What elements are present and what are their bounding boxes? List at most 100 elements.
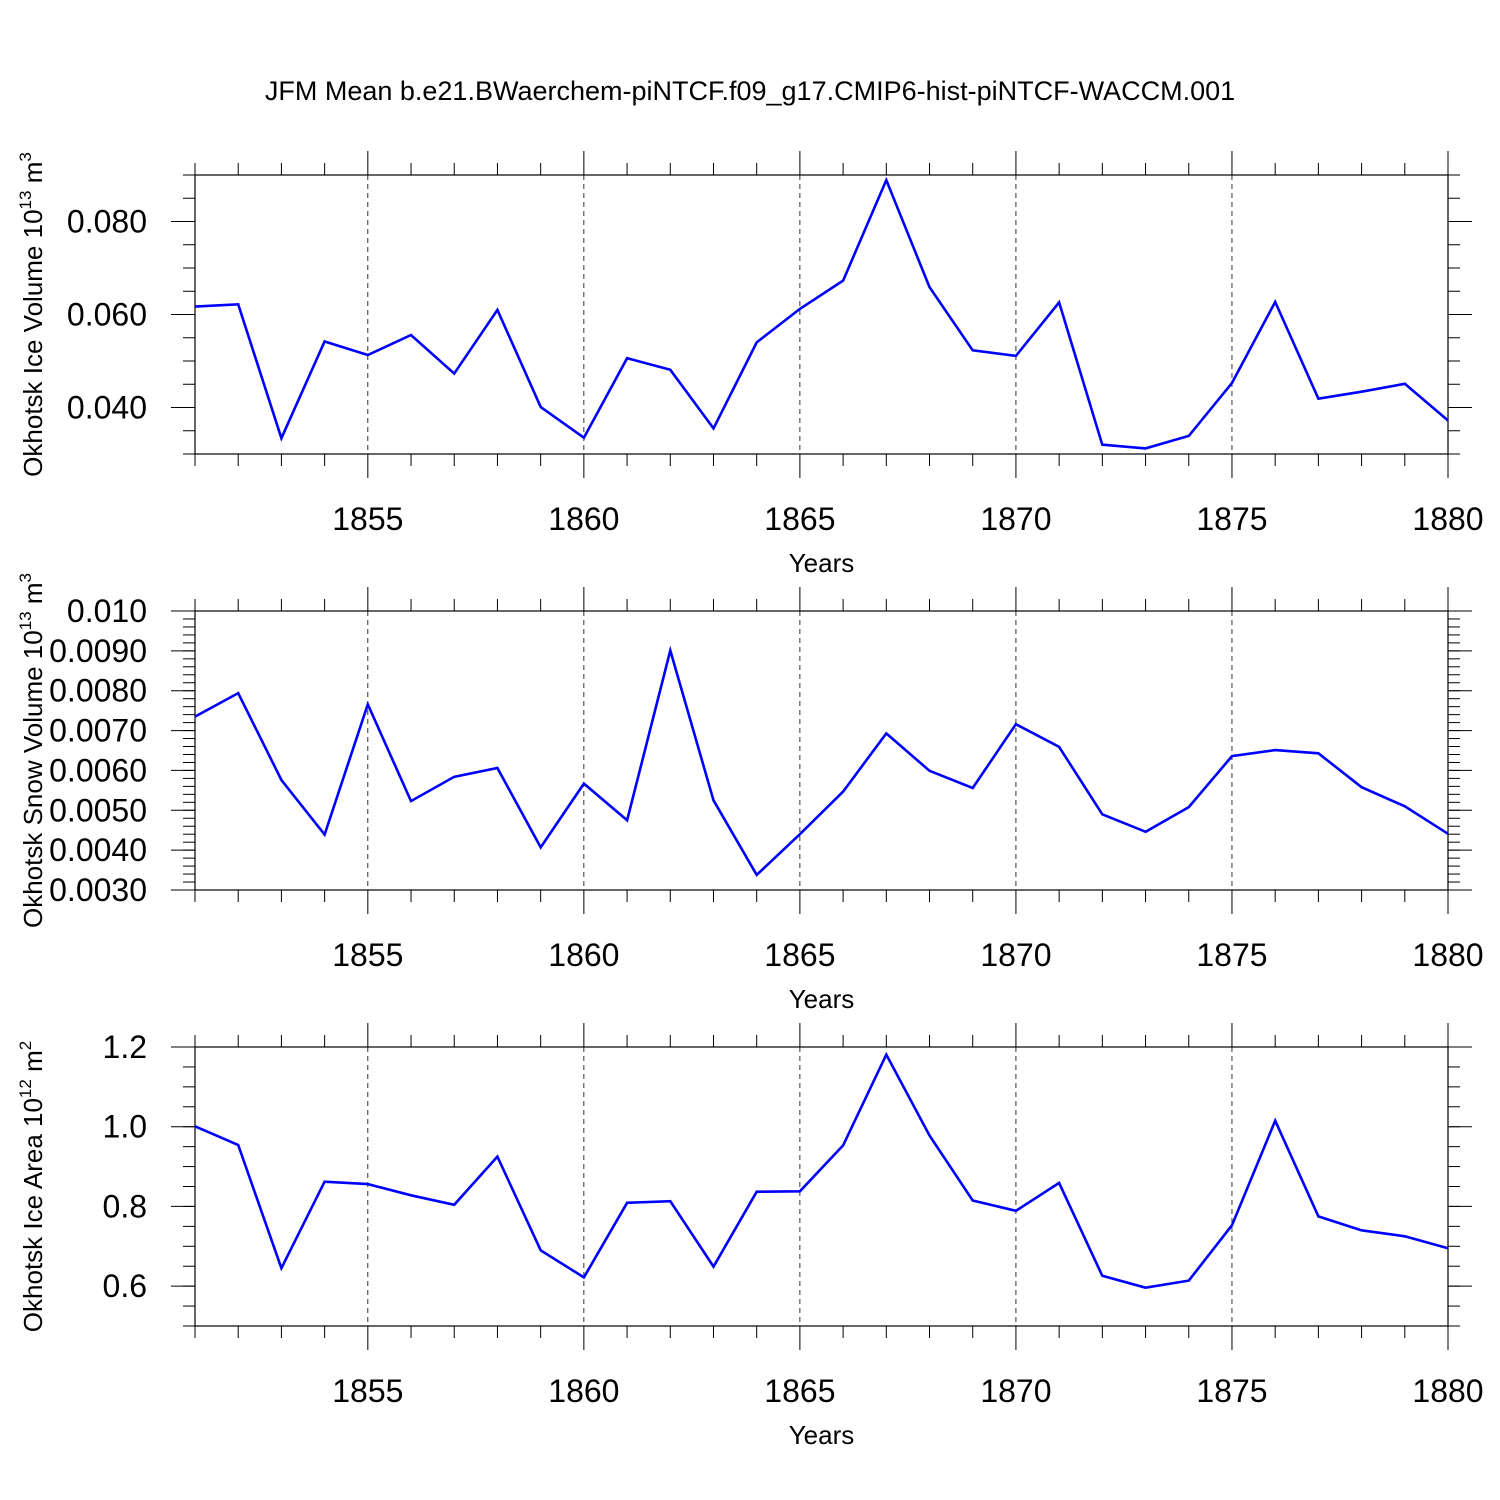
data-point (1187, 1279, 1191, 1283)
plot-frame (194, 1046, 1449, 1327)
data-point (495, 766, 499, 770)
data-point (539, 405, 543, 409)
data-point (279, 778, 283, 782)
y-axis-label: Okhotsk Snow Volume 1013 m3 (16, 573, 48, 928)
y-axis-label-unit: m (18, 162, 48, 191)
series-line (194, 176, 1449, 450)
data-point (1273, 1119, 1277, 1123)
data-point (495, 308, 499, 312)
x-tick-label: 1865 (764, 501, 835, 537)
y-tick-label: 0.6 (103, 1268, 147, 1304)
data-point (582, 1275, 586, 1279)
x-tick-label: 1860 (548, 501, 619, 537)
data-point (841, 790, 845, 794)
y-axis-label-unit-exponent: 2 (16, 1041, 35, 1050)
y-axis-label-exponent: 13 (16, 611, 35, 630)
data-point (1057, 745, 1061, 749)
data-point (366, 702, 370, 706)
data-point (711, 798, 715, 802)
data-point (711, 426, 715, 430)
chart-panels: 0.040 0.060 0.080 1855 1860 1865 1870 1875 1880 Y… (16, 151, 1484, 1450)
y-tick-label: 0.080 (67, 204, 147, 240)
data-point (841, 1143, 845, 1147)
data-point (1360, 1228, 1364, 1232)
data-point (1316, 397, 1320, 401)
data-point (1100, 812, 1104, 816)
y-axis-label: Okhotsk Ice Volume 1013 m3 (16, 152, 48, 477)
data-point (711, 1265, 715, 1269)
data-point (798, 832, 802, 836)
data-point (1144, 446, 1148, 450)
data-point (1403, 382, 1407, 386)
data-point (452, 1203, 456, 1207)
x-axis-label: Years (789, 984, 855, 1014)
x-tick-label: 1880 (1412, 1373, 1483, 1409)
y-axis-label-exponent: 12 (16, 1079, 35, 1098)
y-tick-label: 0.0090 (49, 633, 147, 669)
chart-panel-3: 0.6 0.8 1.0 1.2 1855 1860 1865 1870 1875 1880 Year… (16, 1023, 1484, 1450)
data-point (625, 1201, 629, 1205)
data-point (236, 691, 240, 695)
x-tick-label: 1865 (764, 937, 835, 973)
x-tick-label: 1870 (980, 501, 1051, 537)
data-point (668, 648, 672, 652)
data-point (1316, 1214, 1320, 1218)
data-point (668, 368, 672, 372)
data-point (1273, 300, 1277, 304)
data-point (193, 715, 197, 719)
data-point (452, 372, 456, 376)
y-tick-label: 0.0050 (49, 792, 147, 828)
data-point (798, 1189, 802, 1193)
data-point (971, 348, 975, 352)
data-point (1144, 830, 1148, 834)
y-axis-label-exponent: 13 (16, 191, 35, 210)
data-point (193, 305, 197, 309)
y-tick-label: 0.0030 (49, 872, 147, 908)
x-tick-label: 1875 (1196, 937, 1267, 973)
x-tick-label: 1870 (980, 937, 1051, 973)
y-axis-label-unit-exponent: 3 (16, 152, 35, 161)
y-tick-label: 0.060 (67, 297, 147, 333)
x-tick-label: 1865 (764, 1373, 835, 1409)
data-point (625, 356, 629, 360)
data-point (1057, 300, 1061, 304)
data-point (1273, 748, 1277, 752)
y-axis-label-main: Okhotsk Snow Volume 10 (18, 630, 48, 928)
data-point (409, 1193, 413, 1197)
data-point (582, 436, 586, 440)
data-point (928, 285, 932, 289)
data-point (409, 799, 413, 803)
data-point (193, 1124, 197, 1128)
chart-panel-1: 0.040 0.060 0.080 1855 1860 1865 1870 1875 1880 Y… (16, 151, 1484, 578)
data-point (798, 307, 802, 311)
data-point (1100, 443, 1104, 447)
data-point (582, 782, 586, 786)
y-axis-label-main: Okhotsk Ice Volume 10 (18, 209, 48, 476)
data-point (409, 333, 413, 337)
x-axis-label: Years (789, 1420, 855, 1450)
y-tick-label: 1.0 (103, 1109, 147, 1145)
data-point (1446, 832, 1450, 836)
plot-frame (194, 174, 1449, 455)
data-point (971, 1198, 975, 1202)
data-point (971, 786, 975, 790)
data-point (279, 1266, 283, 1270)
y-tick-label: 0.8 (103, 1188, 147, 1224)
x-tick-label: 1875 (1196, 501, 1267, 537)
data-point (1316, 751, 1320, 755)
data-point (1014, 1209, 1018, 1213)
data-point (928, 1133, 932, 1137)
data-point (1014, 722, 1018, 726)
data-point (323, 339, 327, 343)
data-point (1144, 1286, 1148, 1290)
y-tick-label: 0.0070 (49, 713, 147, 749)
y-axis-label-unit: m (18, 1050, 48, 1079)
data-point (323, 833, 327, 837)
data-point (1014, 354, 1018, 358)
data-point (755, 873, 759, 877)
data-point (884, 1053, 888, 1057)
data-point (1446, 419, 1450, 423)
data-point (668, 1199, 672, 1203)
x-tick-label: 1880 (1412, 937, 1483, 973)
